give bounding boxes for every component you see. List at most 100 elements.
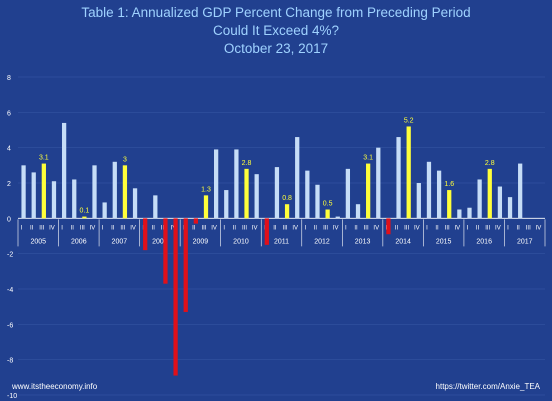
quarter-tick-label: I (61, 225, 63, 231)
gdp-bar (386, 218, 391, 235)
year-tick-label: 2011 (274, 238, 289, 245)
quarter-tick-label: III (404, 225, 409, 231)
quarter-tick-label: III (201, 225, 206, 231)
quarter-tick-label: IV (252, 225, 258, 231)
gdp-bar (518, 163, 523, 219)
quarter-tick-label: II (395, 225, 399, 231)
gdp-bar (305, 170, 310, 219)
quarter-tick-label: II (71, 225, 75, 231)
quarter-tick-label: IV (90, 225, 96, 231)
quarter-tick-label: I (304, 225, 306, 231)
data-label: 1.3 (201, 186, 211, 193)
quarter-tick-label: II (476, 225, 480, 231)
quarter-tick-label: I (345, 225, 347, 231)
quarter-tick-label: IV (292, 225, 298, 231)
quarter-tick-label: III (323, 225, 328, 231)
gdp-bar (61, 122, 67, 219)
gdp-bar (244, 168, 249, 219)
quarter-tick-label: II (152, 225, 156, 231)
gdp-bar (51, 181, 57, 219)
gdp-bar (122, 165, 128, 219)
gdp-bar (376, 147, 381, 219)
gdp-bar (21, 165, 26, 219)
y-tick-label: -2 (7, 252, 13, 259)
quarter-tick-label: III (39, 225, 44, 231)
gdp-bar (507, 197, 513, 219)
gdp-bar (92, 165, 97, 219)
y-tick-label: -4 (7, 287, 13, 294)
gdp-bar (335, 216, 340, 219)
gdp-bar (406, 126, 411, 219)
gdp-bar (396, 137, 401, 219)
y-tick-label: 2 (7, 181, 11, 188)
year-tick-label: 2006 (71, 238, 87, 245)
year-tick-label: 2012 (314, 238, 330, 245)
title-block: Table 1: Annualized GDP Percent Change f… (0, 4, 552, 58)
gdp-bar (426, 161, 432, 219)
gdp-bar (264, 218, 269, 245)
quarter-tick-label: IV (49, 225, 55, 231)
data-label: 3 (123, 156, 127, 163)
quarter-tick-label: III (364, 225, 369, 231)
gdp-bar (295, 137, 300, 219)
year-tick-label: 2016 (476, 238, 492, 245)
quarter-tick-label: IV (211, 225, 217, 231)
year-tick-label: 2007 (112, 238, 128, 245)
gdp-bar (203, 195, 209, 219)
quarter-tick-label: IV (333, 225, 339, 231)
data-label: 0.5 (323, 201, 333, 208)
gdp-bar (467, 207, 472, 219)
gdp-bar (274, 167, 280, 219)
gdp-bar (173, 218, 178, 376)
gdp-bar (41, 163, 46, 219)
year-tick-label: 2008 (152, 238, 168, 245)
data-label: 3.1 (39, 155, 49, 162)
y-tick-label: 6 (7, 110, 11, 117)
year-tick-label: 2017 (517, 238, 533, 245)
quarter-tick-label: I (507, 225, 509, 231)
data-label: 2.8 (242, 160, 252, 167)
quarter-tick-label: III (80, 225, 85, 231)
quarter-tick-label: III (283, 225, 288, 231)
quarter-tick-label: IV (414, 225, 420, 231)
quarter-tick-label: II (314, 225, 318, 231)
y-tick-label: -6 (7, 322, 13, 329)
quarter-tick-label: I (426, 225, 428, 231)
quarter-tick-label: II (516, 225, 520, 231)
quarter-tick-label: II (273, 225, 277, 231)
quarter-tick-label: I (467, 225, 469, 231)
gdp-bar (477, 179, 482, 219)
gdp-bar (102, 202, 107, 219)
quarter-tick-label: II (354, 225, 358, 231)
quarter-tick-label: III (526, 225, 531, 231)
data-label: 1.6 (444, 181, 454, 188)
gdp-bar (183, 218, 188, 312)
quarter-tick-label: III (485, 225, 490, 231)
chart-date: October 23, 2017 (223, 41, 329, 56)
gdp-bar (457, 209, 462, 219)
quarter-tick-label: IV (495, 225, 501, 231)
gdp-bar (355, 204, 361, 219)
quarter-tick-label: IV (536, 225, 542, 231)
gdp-bar (82, 216, 87, 219)
year-tick-label: 2014 (395, 238, 411, 245)
year-tick-label: 2015 (436, 238, 452, 245)
y-tick-label: -10 (7, 393, 17, 400)
year-tick-label: 2010 (233, 238, 249, 245)
y-tick-label: 8 (7, 75, 11, 82)
gdp-bar (487, 168, 492, 219)
gdp-bar (436, 170, 442, 219)
gdp-bar (447, 190, 452, 219)
y-tick-label: 4 (7, 146, 11, 153)
quarter-tick-label: I (223, 225, 225, 231)
gdp-bar (325, 209, 330, 219)
data-label: 3.1 (363, 155, 373, 162)
quarter-tick-label: I (102, 225, 104, 231)
chart-subtitle: Could It Exceed 4%? (212, 23, 340, 38)
gdp-bar (345, 168, 351, 219)
gdp-bar (234, 149, 239, 219)
gdp-bar (497, 186, 503, 219)
quarter-tick-label: II (111, 225, 115, 231)
quarter-tick-label: IV (130, 225, 136, 231)
